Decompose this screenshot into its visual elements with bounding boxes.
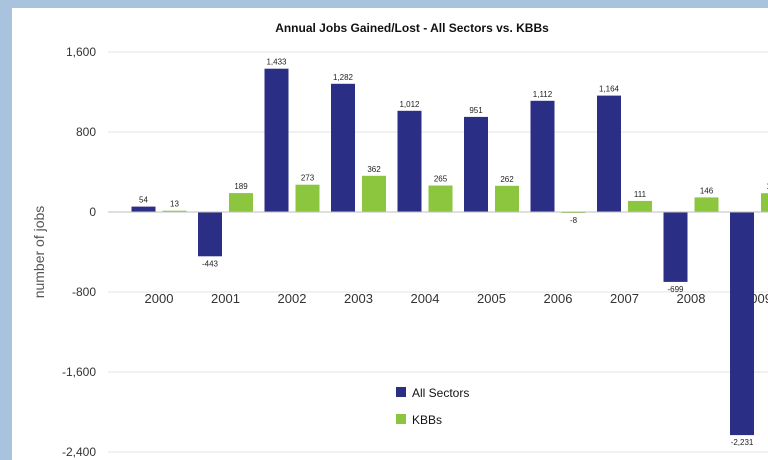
- bar-all-sectors-2005: [464, 116, 488, 212]
- legend: All Sectors KBBs: [396, 386, 469, 427]
- y-axis-label: number of jobs: [31, 206, 47, 299]
- bars: [131, 68, 768, 436]
- x-tick-label: 2006: [544, 291, 573, 306]
- bar-all-sectors-2000: [131, 206, 156, 212]
- data-label: 146: [700, 186, 714, 195]
- legend-label-kbbs: KBBs: [412, 413, 442, 427]
- y-tick-label: -1,600: [62, 365, 96, 379]
- bar-kbbs-2007: [628, 200, 652, 212]
- bar-kbbs-2000: [162, 210, 187, 212]
- data-labels: 54 13 -443 189 1,433 273 1,282 362 1,012 265 951 26…: [139, 58, 768, 447]
- x-tick-label: 2003: [344, 291, 373, 306]
- data-label: 54: [139, 196, 148, 205]
- bar-chart: Annual Jobs Gained/Lost - All Sectors vs…: [31, 21, 768, 459]
- bar-all-sectors-2006: [530, 100, 555, 212]
- data-label: 1,012: [399, 100, 420, 109]
- bar-all-sectors-2004: [397, 110, 422, 212]
- x-axis-ticks: 2000200120022003200420052006200720082009: [145, 291, 768, 306]
- bar-kbbs-2005: [495, 185, 519, 212]
- bar-all-sectors-2001: [198, 212, 222, 257]
- data-label: 362: [367, 165, 381, 174]
- x-tick-label: 2007: [610, 291, 639, 306]
- y-tick-label: -800: [72, 285, 96, 299]
- data-label: 1,164: [599, 85, 620, 94]
- gridlines: [108, 51, 768, 453]
- data-label: -8: [570, 216, 578, 225]
- y-tick-label: 800: [76, 125, 96, 139]
- chart-title: Annual Jobs Gained/Lost - All Sectors vs…: [275, 21, 549, 35]
- bar-all-sectors-2007: [597, 95, 621, 212]
- bar-all-sectors-2009: [730, 212, 754, 436]
- data-label: 1,433: [266, 58, 287, 67]
- data-label: -443: [202, 259, 219, 268]
- x-tick-label: 2005: [477, 291, 506, 306]
- bar-all-sectors-2008: [663, 212, 688, 282]
- data-label: 265: [434, 175, 448, 184]
- bar-kbbs-2004: [428, 185, 453, 212]
- data-label: 1,282: [333, 73, 354, 82]
- bar-kbbs-2002: [295, 184, 320, 212]
- y-tick-label: -2,400: [62, 445, 96, 459]
- data-label: 111: [634, 190, 647, 199]
- bar-kbbs-2009: [761, 193, 768, 212]
- y-tick-label: 0: [89, 205, 96, 219]
- legend-label-all-sectors: All Sectors: [412, 386, 469, 400]
- bar-all-sectors-2003: [331, 83, 355, 212]
- bar-kbbs-2008: [694, 197, 719, 212]
- data-label: 13: [170, 200, 179, 209]
- data-label: 262: [500, 175, 514, 184]
- bar-kbbs-2003: [362, 175, 386, 212]
- bar-all-sectors-2002: [264, 68, 289, 212]
- data-label: 188: [766, 182, 768, 191]
- x-tick-label: 2002: [278, 291, 307, 306]
- y-axis-ticks: 1,600 800 0 -800 -1,600 -2,400: [62, 45, 96, 459]
- legend-swatch-all-sectors: [396, 387, 406, 397]
- x-tick-label: 2008: [677, 291, 706, 306]
- data-label: 273: [301, 174, 315, 183]
- bar-kbbs-2001: [229, 193, 253, 212]
- data-label: -699: [667, 285, 684, 294]
- y-tick-label: 1,600: [66, 45, 96, 59]
- data-label: 951: [469, 106, 483, 115]
- chart-panel: Annual Jobs Gained/Lost - All Sectors vs…: [12, 8, 768, 460]
- data-label: -2,231: [731, 438, 754, 447]
- x-tick-label: 2000: [145, 291, 174, 306]
- data-label: 189: [234, 182, 248, 191]
- data-label: 1,112: [533, 90, 553, 99]
- x-tick-label: 2004: [411, 291, 440, 306]
- x-tick-label: 2001: [211, 291, 240, 306]
- legend-swatch-kbbs: [396, 414, 406, 424]
